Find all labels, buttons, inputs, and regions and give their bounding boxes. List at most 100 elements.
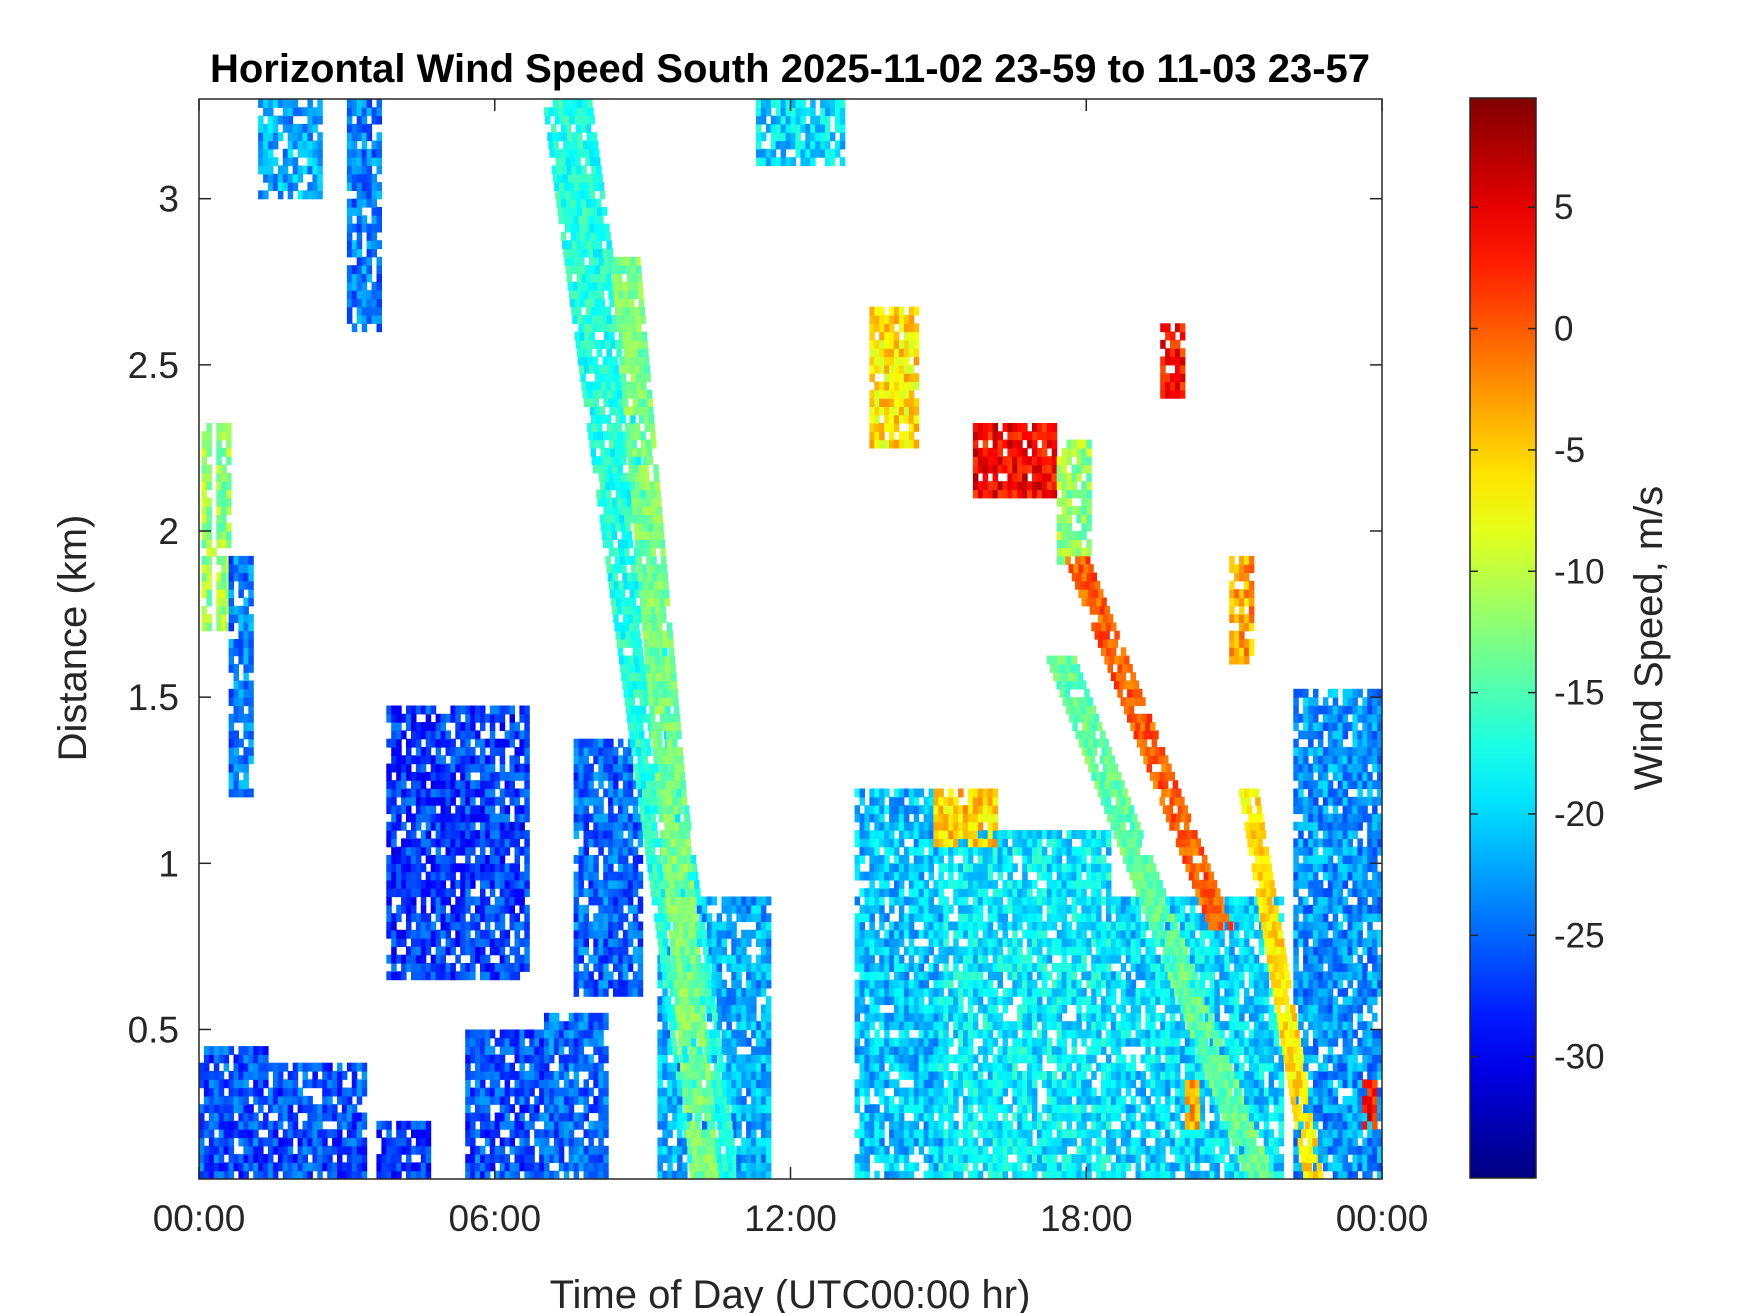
heatmap-cell [736,1029,742,1039]
heatmap-cell [258,1162,264,1172]
heatmap-cell [297,1162,304,1172]
heatmap-cell [741,987,747,997]
heatmap-cell [366,223,373,233]
heatmap-cell [489,929,496,939]
heatmap-cell [662,1087,668,1097]
heatmap-cell [430,730,437,740]
heatmap-cell [859,987,865,997]
heatmap-cell [465,1120,471,1130]
heatmap-cell [201,622,207,632]
heatmap-cell [958,830,964,839]
heatmap-cell [504,954,511,964]
heatmap-cell [578,1046,584,1055]
heatmap-cell [534,1162,540,1172]
heatmap-cell [721,921,727,931]
heatmap-cell [918,904,925,914]
heatmap-cell [346,157,353,167]
heatmap-cell [248,738,254,748]
heatmap-cell [992,1037,999,1047]
heatmap-cell [684,946,691,956]
heatmap-cell [460,863,466,873]
heatmap-cell [553,1104,560,1114]
heatmap-cell [386,863,392,873]
heatmap-cell [889,1054,895,1064]
heatmap-cell [869,954,875,964]
heatmap-cell [943,938,949,947]
heatmap-cell [435,763,442,773]
heatmap-cell [450,713,456,723]
heatmap-cell [982,1021,989,1031]
heatmap-cell [903,987,910,997]
heatmap-cell [243,755,249,765]
heatmap-cell [425,771,432,781]
heatmap-cell [898,938,905,947]
heatmap-cell [760,954,767,964]
heatmap-cell [455,838,461,848]
heatmap-cell [226,489,232,499]
heatmap-cell [361,165,368,175]
heatmap-cell [583,904,589,914]
heatmap-cell [1027,921,1033,931]
heatmap-cell [938,938,944,947]
heatmap-cell [356,1162,363,1172]
heatmap-cell [346,1062,353,1072]
heatmap-cell [780,132,787,142]
heatmap-cell [346,1162,353,1172]
heatmap-cell [494,796,501,806]
heatmap-cell [938,1012,944,1022]
heatmap-cell [248,755,254,765]
heatmap-cell [248,663,254,673]
heatmap-cell [317,190,323,200]
heatmap-cell [411,929,417,939]
heatmap-cell [928,796,934,806]
heatmap-cell [1022,1137,1028,1147]
heatmap-cell [982,1145,989,1155]
heatmap-cell [470,813,476,823]
heatmap-cell [401,755,407,765]
heatmap-cell [706,1012,713,1022]
heatmap-cell [396,904,402,914]
heatmap-cell [726,1087,732,1097]
heatmap-cell [997,1029,1003,1039]
heatmap-cell [697,1037,704,1047]
heatmap-cell [470,1054,476,1064]
heatmap-cell [707,1154,714,1163]
heatmap-cell [894,987,900,997]
heatmap-cell [948,863,954,873]
heatmap-cell [208,1129,215,1139]
heatmap-cell [992,879,999,889]
heatmap-cell [987,929,994,939]
heatmap-cell [322,1137,328,1147]
heatmap-cell [465,863,471,873]
heatmap-cell [460,738,466,748]
heatmap-cell [465,904,471,914]
heatmap-cell [475,1046,481,1055]
heatmap-cell [366,99,373,108]
heatmap-cell [943,1062,949,1072]
heatmap-cell [1051,963,1058,972]
heatmap-cell [317,1137,323,1147]
heatmap-cell [864,971,870,981]
heatmap-cell [1032,1021,1038,1031]
heatmap-cell [578,1062,584,1072]
heatmap-cell [519,1054,525,1064]
heatmap-cell [216,531,222,540]
heatmap-cell [243,1054,249,1064]
heatmap-cell [751,971,757,981]
heatmap-cell [307,132,313,142]
heatmap-cell [972,1170,979,1179]
heatmap-cell [933,987,939,997]
heatmap-cell [1002,838,1008,848]
heatmap-cell [869,929,875,939]
heatmap-cell [923,1029,930,1039]
heatmap-cell [1022,896,1028,906]
heatmap-cell [544,1021,550,1031]
heatmap-cell [933,1095,939,1105]
heatmap-cell [662,1054,668,1064]
heatmap-cell [420,705,427,715]
heatmap-cell [608,738,614,748]
heatmap-cell [529,1054,535,1064]
heatmap-cell [938,954,944,964]
heatmap-cell [238,589,244,599]
heatmap-cell [494,863,501,873]
